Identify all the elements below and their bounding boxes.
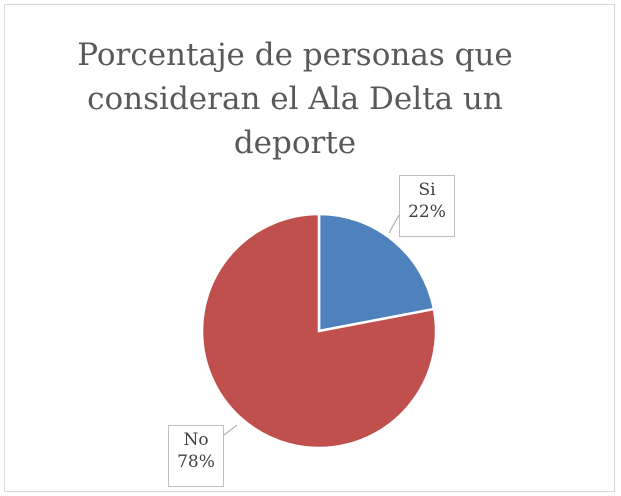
leader-line-si [388,214,400,234]
chart-title: Porcentaje de personas que consideran el… [77,37,513,161]
data-label-si-category: Si [418,180,436,200]
pie-chart [200,212,438,450]
data-label-no-category: No [183,430,209,450]
data-label-si-value: 22% [408,202,446,222]
leader-line-no [223,424,238,436]
chart-area: Porcentaje de personas que consideran el… [4,4,615,492]
data-label-no: No 78% [168,425,224,487]
pie-slice-si [317,212,436,333]
data-label-no-value: 78% [177,452,215,472]
pie-slice-no [200,212,438,450]
data-label-si: Si 22% [399,175,455,237]
